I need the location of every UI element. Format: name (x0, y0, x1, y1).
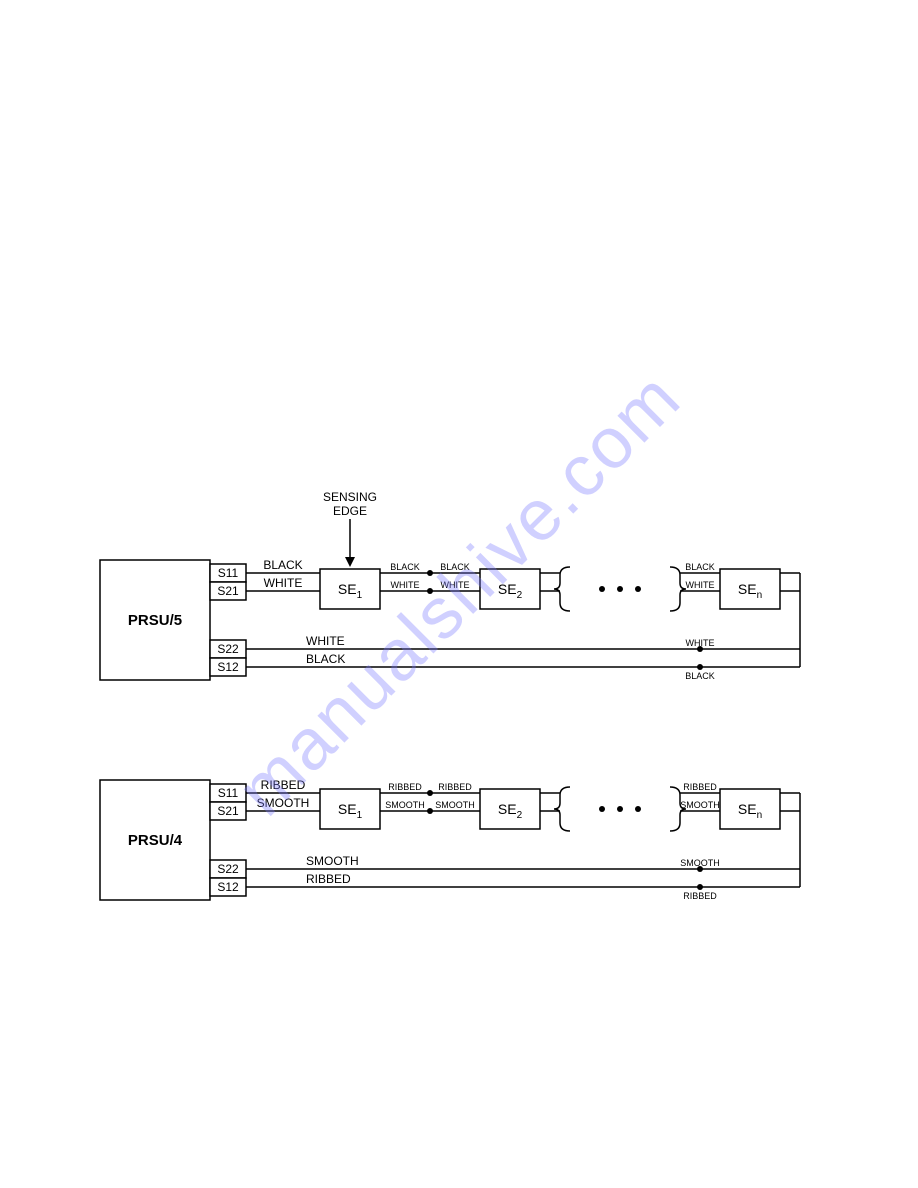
wire-b-small: SMOOTH (385, 800, 425, 810)
wire-a: RIBBED (261, 778, 306, 792)
terminal-s12: S12 (217, 880, 239, 894)
wire-b-small: WHITE (441, 580, 470, 590)
terminal-s22: S22 (217, 862, 239, 876)
terminal-s11: S11 (218, 786, 239, 800)
wire-a-small: RIBBED (388, 782, 422, 792)
wire-b-small: SMOOTH (680, 800, 720, 810)
controller-title: PRSU/5 (128, 612, 182, 629)
wire-a-small: BLACK (685, 562, 715, 572)
return-b: SMOOTH (306, 854, 359, 868)
wire-b-small: SMOOTH (435, 800, 475, 810)
return-a-small: RIBBED (683, 891, 717, 901)
terminal-s22: S22 (217, 642, 239, 656)
return-b: WHITE (306, 634, 345, 648)
wire-b-small: WHITE (391, 580, 420, 590)
terminal-s21: S21 (217, 584, 239, 598)
wire-b-small: WHITE (686, 580, 715, 590)
return-a: RIBBED (306, 872, 351, 886)
return-a-small: BLACK (685, 671, 715, 681)
terminal-s21: S21 (217, 804, 239, 818)
return-b-small: WHITE (686, 638, 715, 648)
terminal-s12: S12 (217, 660, 239, 674)
wire-a-small: BLACK (440, 562, 470, 572)
wire-a-small: BLACK (390, 562, 420, 572)
return-a: BLACK (306, 652, 345, 666)
wire-a: BLACK (263, 558, 302, 572)
wire-a-small: RIBBED (683, 782, 717, 792)
arrow-label-2: EDGE (333, 504, 367, 518)
wire-a-small: RIBBED (438, 782, 472, 792)
diagram-canvas: PRSU/5S11S21S22S12BLACKWHITESE1BLACKBLAC… (0, 0, 918, 1188)
wire-b: SMOOTH (257, 796, 310, 810)
arrow-label-1: SENSING (323, 490, 377, 504)
controller-title: PRSU/4 (128, 832, 183, 849)
wire-b: WHITE (264, 576, 303, 590)
return-b-small: SMOOTH (680, 858, 720, 868)
terminal-s11: S11 (218, 566, 239, 580)
